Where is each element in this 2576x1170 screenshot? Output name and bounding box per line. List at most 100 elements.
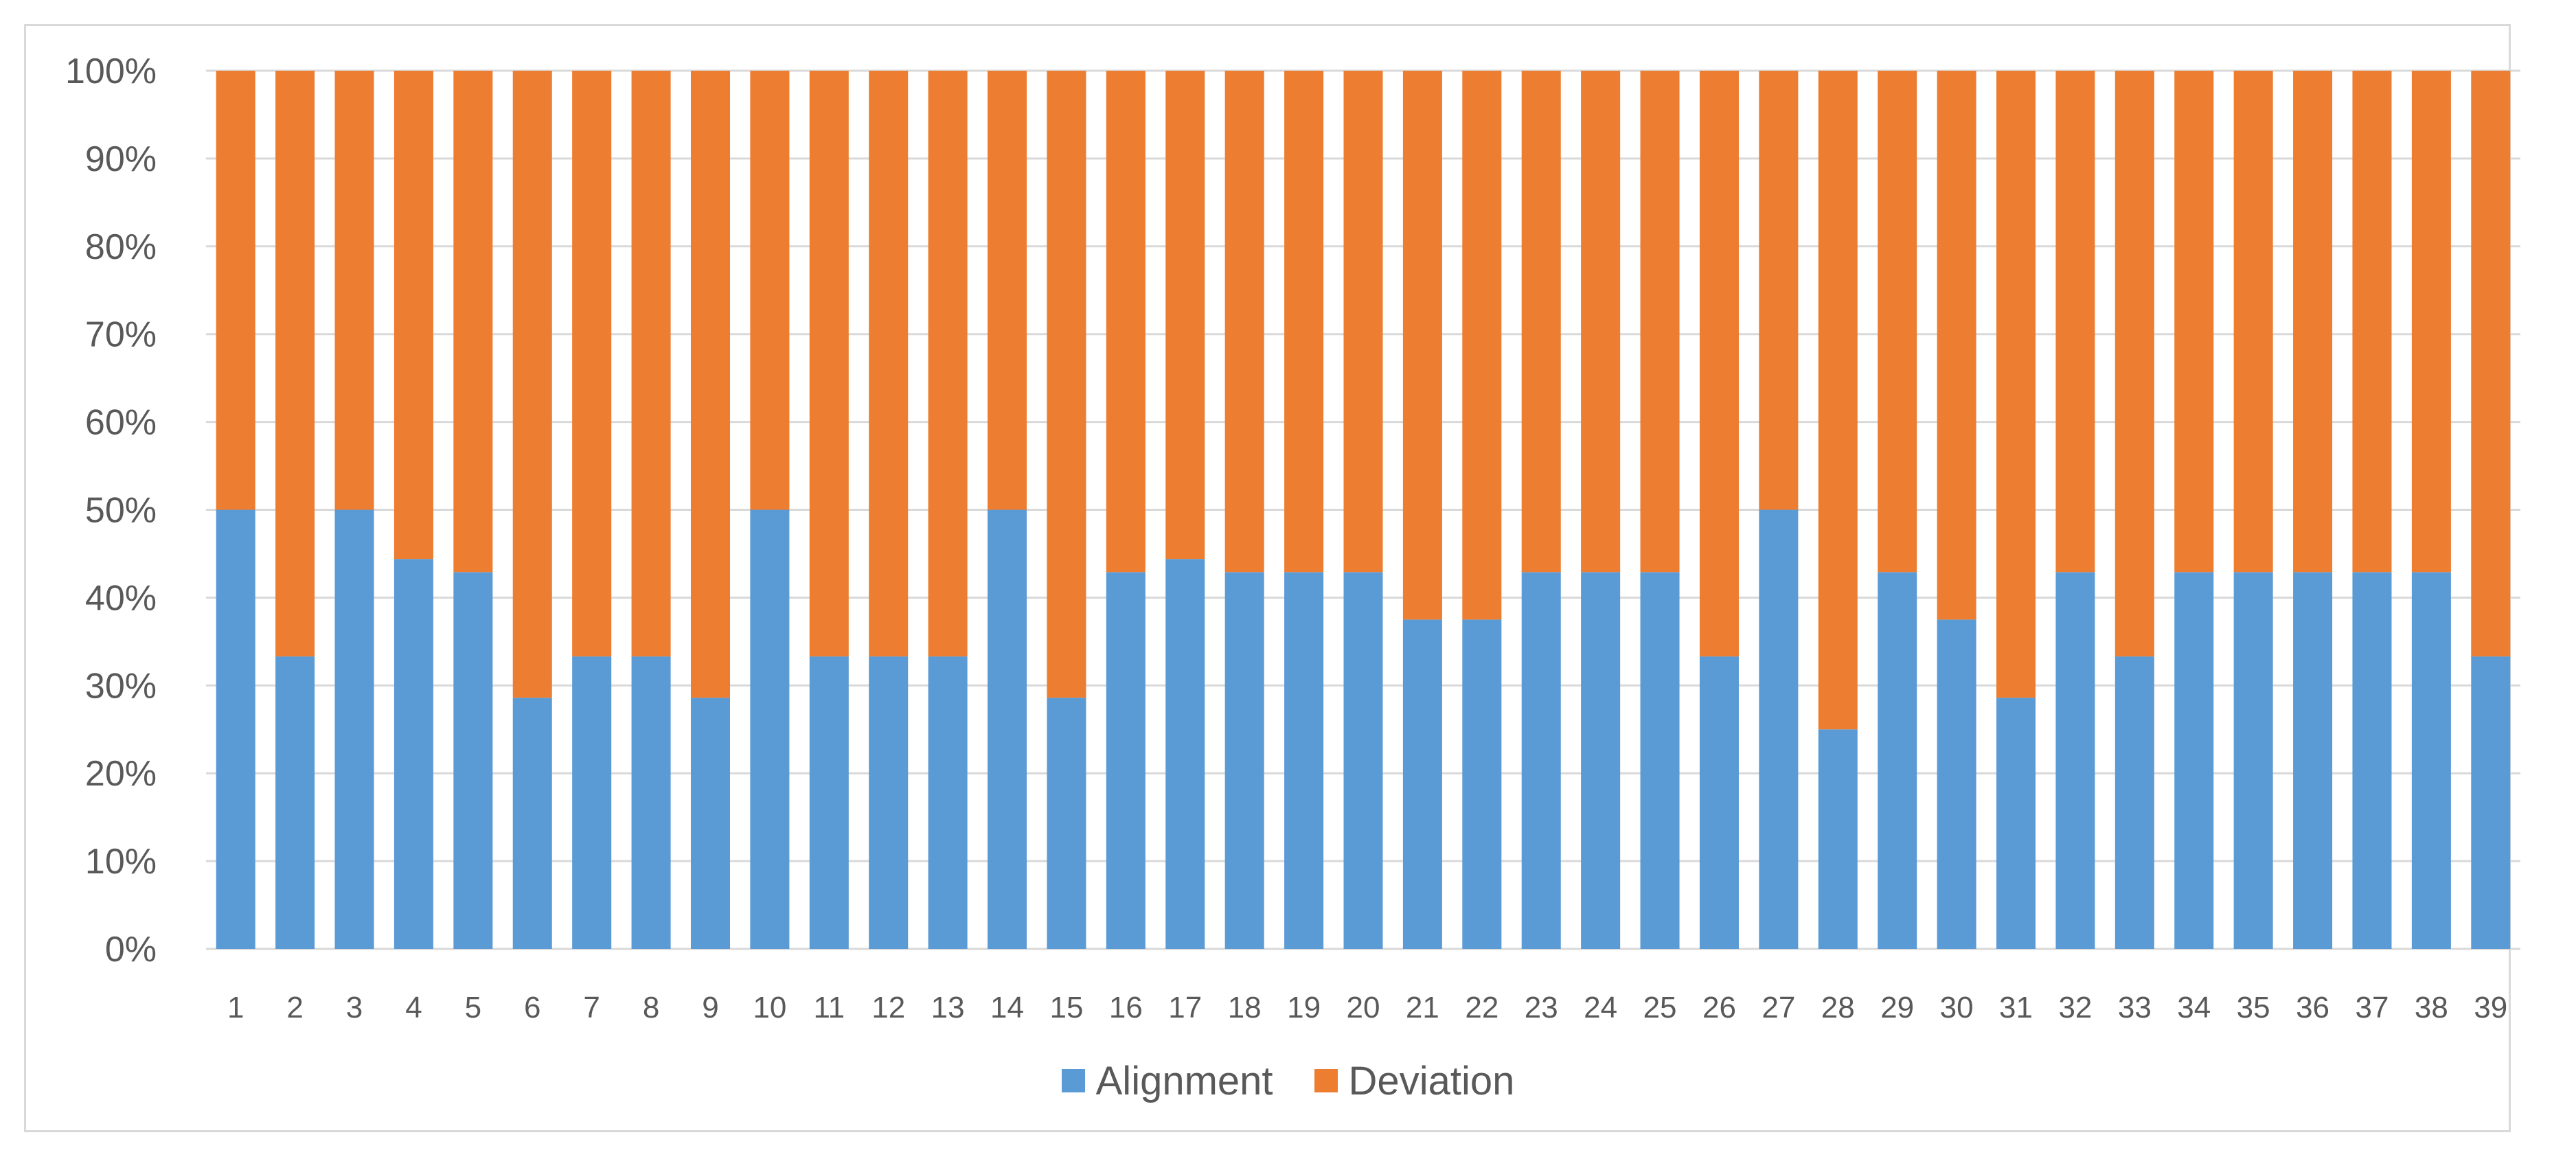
bar-deviation-37 bbox=[2352, 71, 2392, 573]
bar-alignment-36 bbox=[2293, 572, 2333, 949]
legend-label-deviation: Deviation bbox=[1348, 1058, 1515, 1103]
x-tick-label: 26 bbox=[1702, 991, 1736, 1024]
bar-alignment-31 bbox=[1996, 698, 2036, 949]
bar-alignment-10 bbox=[750, 509, 790, 949]
bar-alignment-17 bbox=[1165, 559, 1205, 949]
y-tick-label: 30% bbox=[85, 666, 157, 706]
bar-alignment-38 bbox=[2411, 572, 2451, 949]
x-tick-label: 6 bbox=[524, 991, 540, 1024]
bar-alignment-35 bbox=[2233, 572, 2273, 949]
bar-alignment-5 bbox=[453, 572, 493, 949]
x-tick-label: 36 bbox=[2296, 991, 2329, 1024]
y-tick-label: 40% bbox=[85, 578, 157, 618]
x-tick-label: 9 bbox=[702, 991, 718, 1024]
x-tick-label: 14 bbox=[990, 991, 1024, 1024]
x-tick-label: 29 bbox=[1880, 991, 1914, 1024]
x-tick-label: 28 bbox=[1821, 991, 1855, 1024]
y-tick-label: 90% bbox=[85, 139, 157, 179]
x-tick-label: 37 bbox=[2355, 991, 2389, 1024]
bar-alignment-12 bbox=[869, 656, 909, 949]
bar-deviation-1 bbox=[216, 71, 255, 510]
x-tick-label: 13 bbox=[931, 991, 965, 1024]
x-axis-ticks: 1 2 3 4 5 6 7 8 9 10 11 12 13 14 15 16 17 18 19 20 21 22 23 24 2… bbox=[227, 991, 2507, 1024]
x-tick-label: 8 bbox=[643, 991, 659, 1024]
x-tick-label: 19 bbox=[1287, 991, 1321, 1024]
x-tick-label: 35 bbox=[2237, 991, 2270, 1024]
bar-deviation-21 bbox=[1402, 71, 1442, 620]
bar-alignment-33 bbox=[2115, 656, 2154, 949]
bar-deviation-27 bbox=[1759, 71, 1799, 510]
bar-deviation-24 bbox=[1581, 71, 1621, 573]
bar-deviation-8 bbox=[631, 71, 671, 657]
x-tick-label: 38 bbox=[2415, 991, 2448, 1024]
bar-deviation-5 bbox=[453, 71, 493, 573]
bar-alignment-2 bbox=[275, 656, 315, 949]
bar-alignment-4 bbox=[394, 559, 433, 949]
bar-alignment-14 bbox=[988, 509, 1027, 949]
x-tick-label: 39 bbox=[2474, 991, 2507, 1024]
y-tick-label: 50% bbox=[85, 491, 157, 531]
x-tick-label: 23 bbox=[1525, 991, 1558, 1024]
y-tick-label: 10% bbox=[85, 842, 157, 882]
x-tick-label: 16 bbox=[1109, 991, 1143, 1024]
bar-alignment-19 bbox=[1284, 572, 1324, 949]
bar-alignment-13 bbox=[928, 656, 968, 949]
bar-deviation-12 bbox=[869, 71, 909, 657]
bar-alignment-32 bbox=[2055, 572, 2095, 949]
bar-alignment-27 bbox=[1759, 509, 1799, 949]
bar-deviation-17 bbox=[1165, 71, 1205, 560]
y-tick-label: 80% bbox=[85, 227, 157, 267]
bar-deviation-18 bbox=[1224, 71, 1264, 573]
bar-alignment-25 bbox=[1640, 572, 1680, 949]
bar-deviation-32 bbox=[2055, 71, 2095, 573]
bar-deviation-11 bbox=[809, 71, 849, 657]
bar-alignment-22 bbox=[1462, 619, 1502, 949]
bar-deviation-26 bbox=[1699, 71, 1739, 657]
bar-alignment-1 bbox=[216, 509, 255, 949]
bar-deviation-33 bbox=[2115, 71, 2154, 657]
bar-alignment-34 bbox=[2174, 572, 2214, 949]
x-tick-label: 3 bbox=[346, 991, 363, 1024]
bar-deviation-4 bbox=[394, 71, 433, 560]
bar-deviation-34 bbox=[2174, 71, 2214, 573]
bar-alignment-3 bbox=[334, 509, 374, 949]
bar-alignment-7 bbox=[572, 656, 612, 949]
x-tick-label: 4 bbox=[405, 991, 422, 1024]
x-tick-label: 17 bbox=[1168, 991, 1202, 1024]
y-tick-label: 20% bbox=[85, 754, 157, 794]
x-tick-label: 34 bbox=[2177, 991, 2211, 1024]
bar-deviation-22 bbox=[1462, 71, 1502, 620]
legend-label-alignment: Alignment bbox=[1095, 1058, 1273, 1103]
bar-alignment-39 bbox=[2471, 656, 2511, 949]
x-tick-label: 21 bbox=[1406, 991, 1439, 1024]
y-tick-label: 60% bbox=[85, 403, 157, 443]
bar-alignment-24 bbox=[1581, 572, 1621, 949]
bar-alignment-30 bbox=[1937, 619, 1976, 949]
x-tick-label: 1 bbox=[227, 991, 244, 1024]
bar-deviation-10 bbox=[750, 71, 790, 510]
legend-swatch-deviation bbox=[1314, 1069, 1338, 1092]
bar-alignment-20 bbox=[1343, 572, 1383, 949]
bar-alignment-23 bbox=[1521, 572, 1561, 949]
x-tick-label: 5 bbox=[465, 991, 481, 1024]
bars bbox=[216, 71, 2511, 949]
x-tick-label: 25 bbox=[1643, 991, 1677, 1024]
x-tick-label: 33 bbox=[2118, 991, 2152, 1024]
bar-deviation-14 bbox=[988, 71, 1027, 510]
bar-alignment-9 bbox=[690, 698, 731, 949]
bar-deviation-23 bbox=[1521, 71, 1561, 573]
bar-deviation-31 bbox=[1996, 71, 2036, 698]
x-tick-label: 32 bbox=[2058, 991, 2092, 1024]
x-tick-label: 11 bbox=[813, 991, 845, 1024]
x-tick-label: 30 bbox=[1940, 991, 1974, 1024]
bar-deviation-15 bbox=[1047, 71, 1086, 698]
bar-alignment-15 bbox=[1047, 698, 1086, 949]
bar-alignment-6 bbox=[512, 698, 552, 949]
bar-deviation-29 bbox=[1878, 71, 1917, 573]
bar-alignment-26 bbox=[1699, 656, 1739, 949]
bar-deviation-19 bbox=[1284, 71, 1324, 573]
x-tick-label: 10 bbox=[753, 991, 786, 1024]
bar-alignment-28 bbox=[1818, 729, 1858, 949]
x-tick-label: 27 bbox=[1762, 991, 1795, 1024]
